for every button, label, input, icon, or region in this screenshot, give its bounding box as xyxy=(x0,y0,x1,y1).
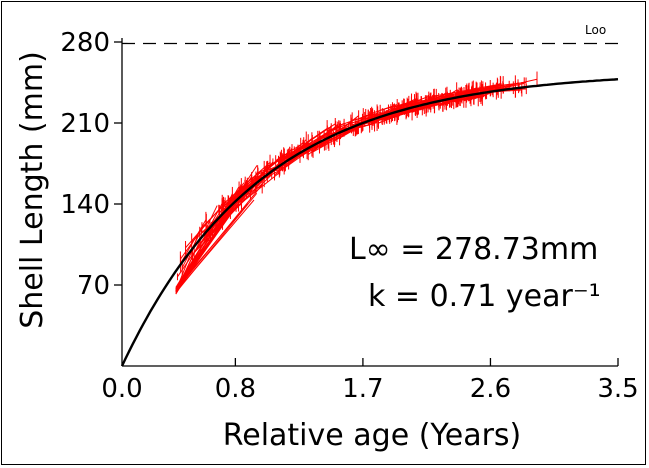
increment-segment xyxy=(175,199,255,293)
increment-segment xyxy=(396,105,424,117)
y-tick-label: 210 xyxy=(60,109,110,139)
x-tick-label: 0.0 xyxy=(101,374,142,404)
x-tick-label: 0.8 xyxy=(215,374,256,404)
increment-segment xyxy=(175,183,264,292)
growth-increment xyxy=(442,88,475,112)
increment-segment xyxy=(175,206,236,291)
x-tick-label: 1.7 xyxy=(342,374,383,404)
x-tick-label: 3.5 xyxy=(597,374,638,404)
asymptote-label: Loo xyxy=(585,23,606,37)
fitted-curve xyxy=(120,78,619,367)
y-tick-label: 140 xyxy=(60,190,110,220)
fitted-curve-layer xyxy=(120,78,619,367)
axes-layer: 70 140 210 280 0.0 0.8 1.7 2.6 3.5 xyxy=(60,28,638,404)
x-tick-label: 2.6 xyxy=(470,374,511,404)
linf-annotation: L∞ = 278.73mm xyxy=(349,232,598,267)
increment-segment xyxy=(490,85,510,89)
increment-segment xyxy=(284,129,331,161)
y-tick-label: 70 xyxy=(77,271,110,301)
increment-segment xyxy=(244,173,259,185)
increment-segment xyxy=(442,96,475,104)
increment-segment xyxy=(481,81,527,89)
k-annotation: k = 0.71 year⁻¹ xyxy=(368,279,601,314)
increment-segment xyxy=(175,212,223,291)
increment-segment xyxy=(456,88,469,96)
increment-segment xyxy=(331,122,345,131)
y-tick-label: 280 xyxy=(60,28,110,58)
increment-segment xyxy=(218,188,248,210)
x-axis-title: Relative age (Years) xyxy=(223,418,522,453)
increment-segment xyxy=(180,219,207,264)
y-axis-title: Shell Length (mm) xyxy=(15,51,50,329)
